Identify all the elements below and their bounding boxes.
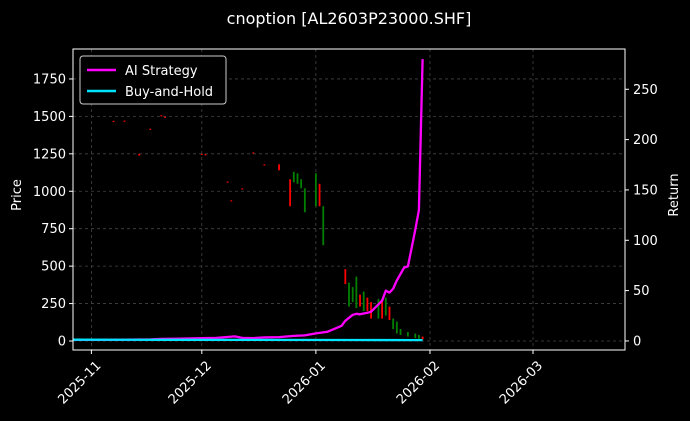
candle	[230, 200, 233, 202]
candle	[355, 276, 358, 309]
candle	[200, 153, 203, 156]
candle	[123, 120, 126, 122]
y-axis-label: Price	[10, 179, 25, 211]
x-tick-label: 2026-01	[280, 358, 329, 407]
legend-box	[79, 55, 227, 105]
x-axis-ticks: 2025-11 2025-12 2026-01 2026-02 2026-03	[55, 350, 546, 407]
legend-label-buy-and-hold: Buy-and-Hold	[125, 85, 213, 100]
candle	[418, 335, 420, 339]
candle	[303, 188, 306, 213]
y2-axis-label: Return	[667, 173, 682, 216]
candle	[314, 173, 317, 207]
y2-tick-label: 100	[633, 234, 658, 249]
y-tick-label: 750	[41, 222, 66, 237]
candle	[344, 269, 347, 285]
candle	[421, 336, 424, 340]
candle	[164, 116, 166, 118]
legend-label-ai-strategy: AI Strategy	[125, 64, 198, 79]
candle	[292, 171, 295, 183]
chart-title: cnoption [AL2603P23000.SHF]	[227, 9, 472, 28]
candle	[289, 179, 292, 207]
y-tick-label: 1250	[33, 147, 66, 162]
candle	[138, 153, 141, 156]
candle	[112, 120, 115, 123]
candle	[381, 300, 384, 319]
candle	[149, 128, 152, 130]
candle	[395, 321, 398, 334]
candle	[300, 179, 303, 189]
candle	[377, 299, 380, 319]
series-lines	[72, 59, 424, 342]
y2-tick-label: 250	[633, 83, 658, 98]
x-tick-label: 2026-03	[497, 358, 546, 407]
candle	[348, 282, 350, 307]
y2-tick-label: 50	[633, 284, 650, 299]
y2-tick-label: 200	[633, 133, 658, 148]
y-tick-label: 1750	[33, 72, 66, 87]
y-tick-label: 1000	[33, 185, 66, 200]
candle	[384, 297, 387, 316]
candle	[296, 173, 299, 184]
candle	[406, 332, 409, 337]
series-line-ai-strategy	[73, 59, 424, 342]
candle	[226, 181, 229, 183]
candle	[366, 297, 369, 312]
y-tick-label: 1500	[33, 110, 66, 125]
candle	[388, 306, 391, 321]
candle	[241, 188, 244, 190]
candle	[399, 329, 402, 336]
y2-tick-label: 0	[633, 334, 641, 349]
candle	[414, 333, 417, 339]
candle	[362, 291, 365, 312]
y2-axis-ticks: 0 50 100 150 200 250	[625, 83, 658, 349]
x-tick-label: 2025-11	[55, 358, 104, 407]
y-tick-label: 500	[41, 260, 66, 275]
candlesticks	[112, 115, 424, 340]
candle	[160, 115, 163, 117]
candle	[204, 154, 207, 156]
x-tick-label: 2025-12	[166, 358, 215, 407]
candle	[351, 287, 354, 303]
candle	[252, 152, 255, 154]
candle	[392, 318, 395, 330]
candle	[359, 294, 361, 307]
candle	[322, 206, 325, 246]
x-tick-label: 2026-02	[394, 358, 443, 407]
legend: AI Strategy Buy-and-Hold	[79, 55, 227, 105]
plot-frame	[72, 48, 626, 351]
y-axis-ticks: 0 250 500 750 1000 1250 1500 1750	[33, 72, 73, 350]
y-tick-label: 250	[41, 297, 66, 312]
candle	[278, 164, 280, 171]
y2-tick-label: 150	[633, 183, 658, 198]
y-tick-label: 0	[58, 335, 66, 350]
candle	[263, 164, 266, 166]
candle	[318, 183, 321, 207]
